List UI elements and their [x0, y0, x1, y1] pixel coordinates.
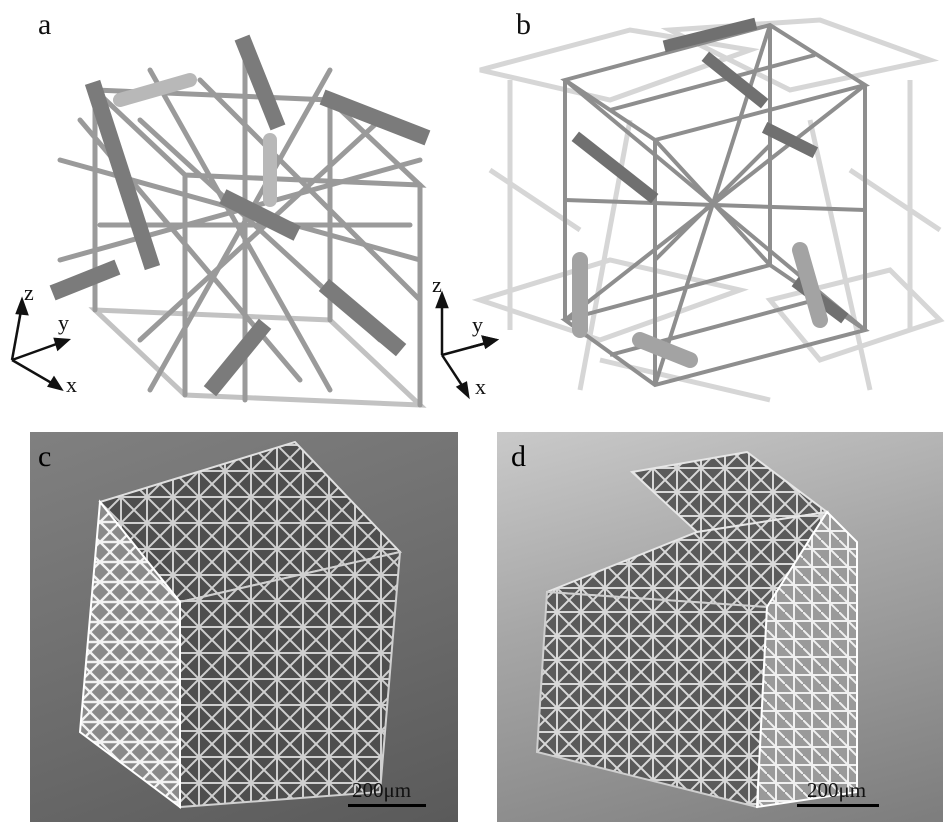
- axis-z-label: z: [24, 280, 34, 305]
- panel-a-label: a: [38, 8, 52, 41]
- panel-c-label: c: [38, 440, 52, 473]
- axis-x-label: x: [66, 372, 77, 397]
- sem-micrograph-cube: 200μm: [78, 440, 426, 809]
- scale-bar-label-d: 200μm: [807, 778, 866, 802]
- axis-x-label-b: x: [475, 374, 486, 399]
- axis-y-label-b: y: [472, 312, 483, 337]
- scale-bar-c: [348, 804, 426, 807]
- lattice-unit-cell-render: z y x: [10, 34, 431, 408]
- lattice-supercell-render: [470, 17, 945, 403]
- panel-d: 200μm d: [497, 432, 943, 822]
- axis-z-label-b: z: [432, 272, 442, 297]
- sem-micrograph-stacked: 200μm: [535, 450, 879, 809]
- panel-c: 200μm c: [30, 432, 458, 822]
- axes-triad-b: z y x: [432, 272, 500, 400]
- panel-a: z y x a: [0, 0, 470, 415]
- panel-b-label: b: [516, 8, 531, 41]
- scale-bar-d: [797, 804, 879, 807]
- panel-d-label: d: [511, 440, 526, 473]
- axis-y-label: y: [58, 310, 69, 335]
- panel-b: b: [470, 0, 946, 415]
- scale-bar-label-c: 200μm: [352, 778, 411, 802]
